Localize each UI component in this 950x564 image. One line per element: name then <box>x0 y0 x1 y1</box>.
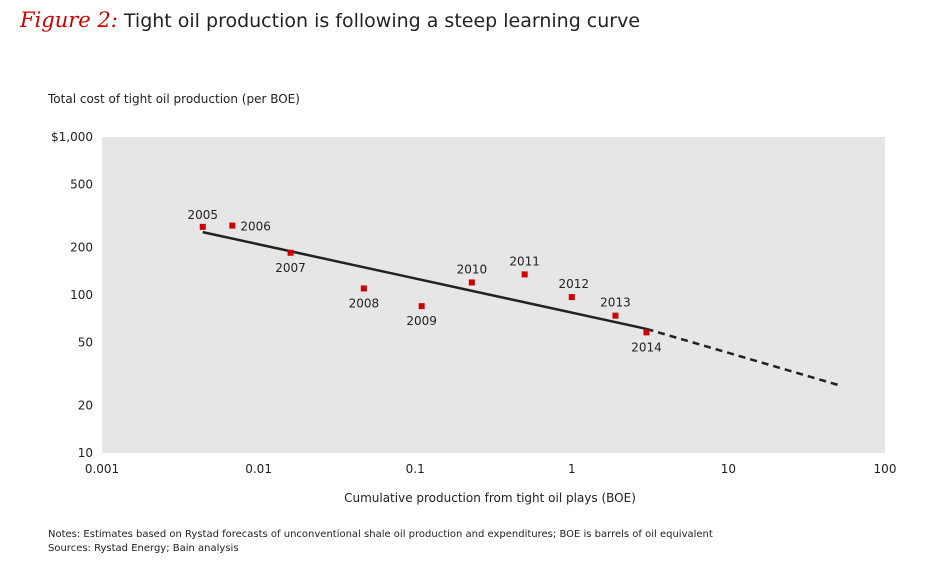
data-point-2011 <box>521 271 528 278</box>
chart-title: Tight oil production is following a stee… <box>123 10 641 32</box>
data-label-2009: 2009 <box>406 314 437 328</box>
data-label-2007: 2007 <box>275 261 306 275</box>
sources-text: Sources: Rystad Energy; Bain analysis <box>48 543 239 554</box>
data-label-2011: 2011 <box>509 254 540 268</box>
data-point-2013 <box>612 312 619 319</box>
trend-line-projected <box>646 327 839 387</box>
data-point-2005 <box>199 223 206 230</box>
x-tick-label-0-1: 0.1 <box>406 462 425 476</box>
y-tick-label-50: 50 <box>78 336 93 350</box>
data-point-2006 <box>229 222 236 229</box>
x-tick-label-100: 100 <box>874 462 897 476</box>
data-label-2008: 2008 <box>349 296 380 310</box>
data-point-2014 <box>643 329 650 336</box>
x-tick-label-0-001: 0.001 <box>85 462 119 476</box>
y-tick-label-10: 10 <box>78 446 93 460</box>
data-point-2008 <box>360 285 367 292</box>
y-tick-label-100: 100 <box>70 288 93 302</box>
chart-canvas: 10 20 50 100 200 500 $1,000 0.001 0.01 0.1 1 10 100 2… <box>51 130 897 476</box>
data-point-2009 <box>418 303 425 310</box>
figure-label: Figure 2: <box>20 8 118 32</box>
data-point-2007 <box>287 249 294 256</box>
data-label-2012: 2012 <box>559 277 590 291</box>
figure-title: Figure 2: Tight oil production is follow… <box>20 8 640 32</box>
notes-text: Notes: Estimates based on Rystad forecas… <box>48 529 713 540</box>
data-label-2010: 2010 <box>457 262 488 276</box>
x-tick-label-10: 10 <box>721 462 736 476</box>
x-tick-label-1: 1 <box>568 462 576 476</box>
y-tick-label-1000: $1,000 <box>51 130 93 144</box>
data-label-2013: 2013 <box>600 296 631 310</box>
trend-line-solid <box>202 230 647 331</box>
x-axis-label: Cumulative production from tight oil pla… <box>344 491 636 505</box>
y-tick-label-20: 20 <box>78 398 93 412</box>
data-label-2005: 2005 <box>187 208 218 222</box>
data-label-2014: 2014 <box>631 340 662 354</box>
x-tick-label-0-01: 0.01 <box>245 462 272 476</box>
y-axis-label: Total cost of tight oil production (per … <box>48 92 300 106</box>
y-tick-label-500: 500 <box>70 178 93 192</box>
data-point-2010 <box>468 279 475 286</box>
data-label-2006: 2006 <box>240 220 271 234</box>
chart-notes: Notes: Estimates based on Rystad forecas… <box>48 528 713 556</box>
y-tick-label-200: 200 <box>70 240 93 254</box>
data-point-2012 <box>568 294 575 301</box>
